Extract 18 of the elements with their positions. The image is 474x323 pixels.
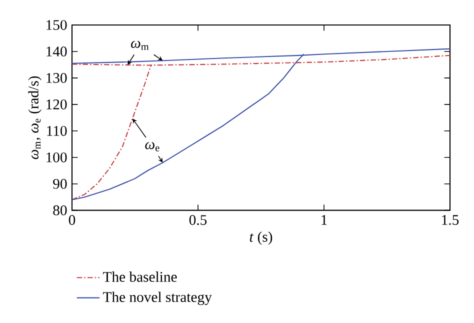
y-tick-label: 150 xyxy=(46,20,67,30)
x-tick-label: 1.5 xyxy=(442,214,459,225)
y-tick-label: 130 xyxy=(46,72,67,83)
y-tick-label: 100 xyxy=(46,152,67,162)
y-tick-label: 120 xyxy=(46,99,67,110)
y-axis-title: ω$_{m}$, ω$_{e}$ (rad/s) xyxy=(28,76,42,159)
y-tick-label: 80 xyxy=(53,205,67,216)
legend-label: The novel strategy xyxy=(103,292,212,305)
x-tick-label: 1 xyxy=(322,214,327,225)
annotation: ω$_{m}$ xyxy=(131,40,149,50)
legend-label: The baseline xyxy=(103,271,177,282)
x-axis-title: t (s) xyxy=(250,231,272,245)
annotation: ω$_{e}$ xyxy=(145,142,160,152)
x-tick-label: 0.5 xyxy=(189,214,207,225)
y-tick-label: 110 xyxy=(47,126,67,136)
y-tick-label: 140 xyxy=(46,46,67,56)
x-tick-label: 0 xyxy=(68,214,76,225)
y-tick-label: 90 xyxy=(53,178,67,189)
